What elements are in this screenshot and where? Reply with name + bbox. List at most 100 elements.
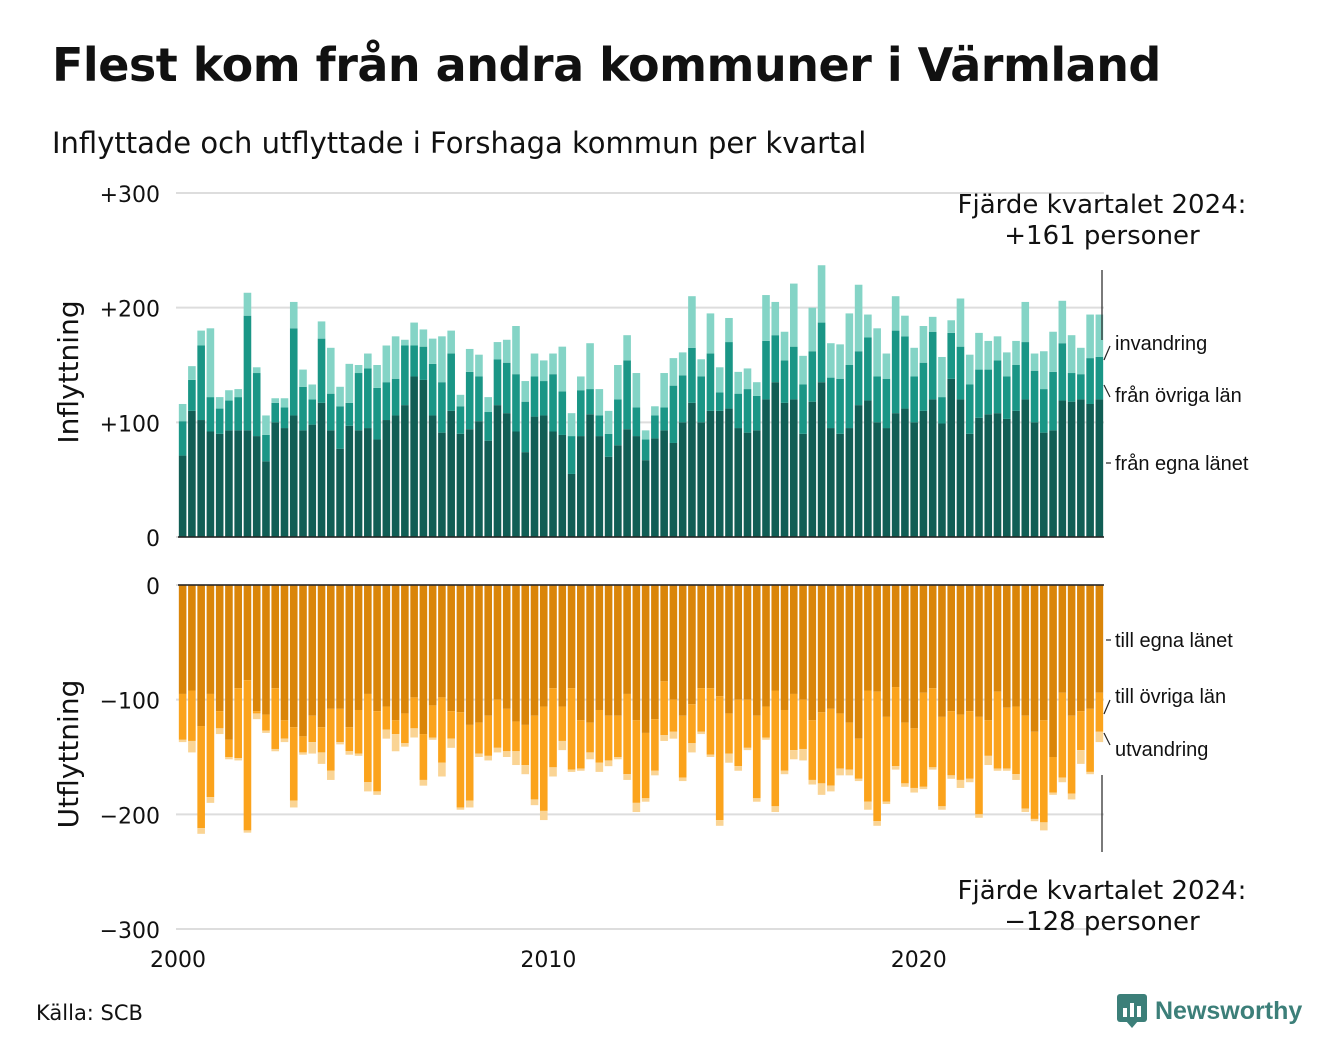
bar-out-0 bbox=[317, 585, 326, 728]
bar-in-0 bbox=[364, 428, 372, 537]
y-tick-label: +300 bbox=[100, 183, 160, 208]
bar-in-0 bbox=[614, 445, 622, 537]
bar-in-2 bbox=[910, 347, 918, 377]
bar-out-2 bbox=[289, 800, 298, 808]
bar-in-2 bbox=[1030, 353, 1039, 371]
bar-out-0 bbox=[410, 585, 418, 698]
bar-out-2 bbox=[577, 768, 585, 771]
newsworthy-icon bbox=[1117, 994, 1147, 1028]
bar-in-2 bbox=[623, 335, 631, 361]
bar-out-0 bbox=[901, 585, 909, 723]
bar-out-0 bbox=[817, 585, 826, 713]
bar-in-0 bbox=[215, 433, 224, 537]
bar-out-2 bbox=[697, 731, 705, 735]
bar-in-2 bbox=[178, 403, 187, 422]
bar-in-2 bbox=[789, 283, 798, 347]
bar-out-1 bbox=[595, 709, 604, 763]
bar-out-1 bbox=[919, 692, 928, 787]
bar-in-1 bbox=[762, 340, 770, 400]
bar-in-2 bbox=[836, 344, 844, 379]
bar-in-2 bbox=[234, 389, 242, 398]
bar-out-1 bbox=[475, 722, 483, 754]
bar-in-1 bbox=[493, 359, 502, 406]
bar-out-1 bbox=[586, 722, 594, 753]
bar-out-2 bbox=[252, 713, 261, 720]
bar-in-0 bbox=[651, 438, 659, 537]
bar-in-0 bbox=[715, 410, 724, 537]
bar-out-1 bbox=[1012, 706, 1020, 775]
annotation-in-line1: Fjärde kvartalet 2024: bbox=[958, 190, 1247, 220]
bar-in-2 bbox=[854, 284, 863, 352]
brand-logo[interactable]: Newsworthy bbox=[1117, 994, 1302, 1028]
bar-out-2 bbox=[558, 740, 567, 751]
bar-out-1 bbox=[308, 715, 317, 743]
bar-out-1 bbox=[734, 699, 743, 767]
bar-out-2 bbox=[901, 783, 909, 787]
chart-canvas: 0 0 +100 −100 +200 −200 +300 −300 Inflyttning Utf… bbox=[52, 183, 1249, 973]
bar-in-1 bbox=[521, 401, 530, 453]
bar-in-0 bbox=[706, 410, 715, 537]
bar-in-0 bbox=[178, 455, 187, 537]
bar-out-0 bbox=[493, 585, 502, 700]
bar-in-1 bbox=[1067, 373, 1076, 402]
bar-out-1 bbox=[725, 713, 733, 754]
bar-out-2 bbox=[1058, 777, 1067, 783]
bar-in-2 bbox=[956, 298, 965, 347]
bar-in-0 bbox=[475, 421, 483, 537]
bar-in-2 bbox=[252, 367, 261, 374]
bar-in-0 bbox=[938, 423, 946, 537]
bar-out-0 bbox=[864, 585, 872, 691]
bar-in-0 bbox=[1012, 410, 1020, 537]
bar-out-2 bbox=[326, 770, 335, 780]
bar-out-0 bbox=[197, 585, 205, 727]
bar-in-2 bbox=[965, 354, 974, 385]
bar-in-0 bbox=[336, 448, 344, 537]
bar-out-0 bbox=[1012, 585, 1020, 707]
bar-in-2 bbox=[817, 265, 826, 323]
bar-out-2 bbox=[1021, 808, 1030, 813]
bar-out-2 bbox=[382, 729, 391, 739]
bar-out-2 bbox=[678, 777, 687, 782]
bar-in-0 bbox=[919, 410, 928, 537]
bar-out-2 bbox=[715, 820, 724, 826]
bar-in-0 bbox=[317, 402, 326, 537]
bar-out-2 bbox=[799, 748, 807, 761]
bar-in-0 bbox=[1049, 430, 1057, 537]
bar-out-0 bbox=[660, 585, 668, 682]
bar-in-0 bbox=[928, 399, 937, 537]
bar-out-2 bbox=[364, 782, 372, 792]
bar-in-1 bbox=[465, 371, 474, 430]
bar-out-2 bbox=[882, 801, 891, 805]
bar-in-2 bbox=[502, 339, 511, 363]
bar-in-2 bbox=[438, 336, 446, 383]
bar-in-2 bbox=[845, 313, 854, 365]
bar-out-0 bbox=[836, 585, 844, 714]
bar-in-0 bbox=[391, 415, 400, 537]
bar-in-1 bbox=[252, 373, 261, 437]
bar-out-0 bbox=[234, 585, 242, 689]
bar-in-1 bbox=[484, 412, 493, 441]
bar-out-1 bbox=[984, 720, 993, 756]
bar-out-1 bbox=[632, 720, 641, 803]
bar-in-0 bbox=[1086, 403, 1094, 537]
bar-in-0 bbox=[827, 428, 835, 537]
bar-in-2 bbox=[326, 347, 335, 394]
bar-out-2 bbox=[354, 753, 363, 756]
bar-in-1 bbox=[197, 345, 205, 421]
bar-in-1 bbox=[928, 331, 937, 400]
bar-out-0 bbox=[188, 585, 196, 691]
bar-out-0 bbox=[604, 585, 613, 716]
bar-in-2 bbox=[891, 296, 900, 331]
bar-out-1 bbox=[965, 711, 974, 779]
bar-out-2 bbox=[1030, 818, 1039, 822]
bar-in-2 bbox=[947, 320, 956, 333]
bar-in-0 bbox=[308, 424, 317, 537]
bar-out-0 bbox=[1002, 585, 1011, 708]
bar-in-2 bbox=[604, 410, 613, 434]
bar-out-0 bbox=[771, 585, 780, 691]
bar-in-1 bbox=[984, 369, 993, 415]
bar-in-1 bbox=[336, 406, 344, 449]
bar-out-0 bbox=[502, 585, 511, 709]
bar-out-2 bbox=[465, 800, 474, 808]
bar-out-1 bbox=[993, 691, 1002, 769]
